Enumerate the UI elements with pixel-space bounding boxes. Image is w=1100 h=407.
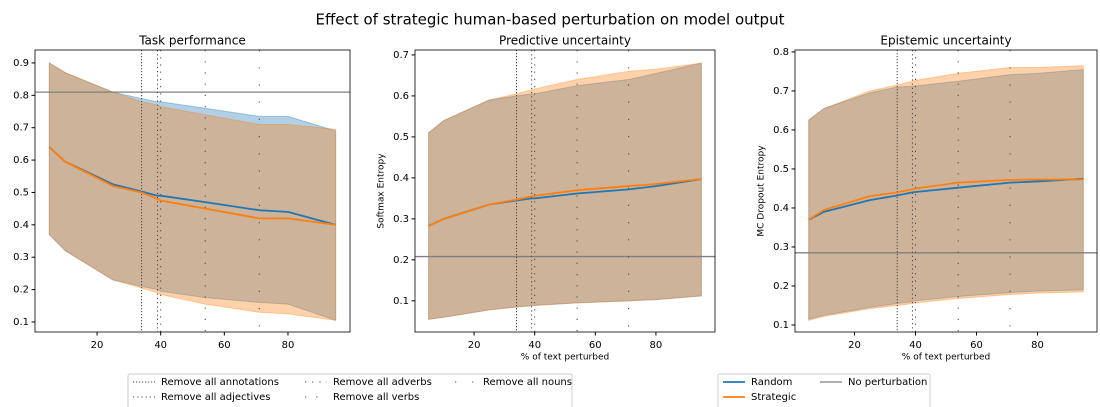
x-tick-label: 80 (650, 340, 663, 351)
y-axis-label: Softmax Entropy (377, 153, 387, 229)
legend-label: Remove all adjectives (161, 392, 271, 403)
legend-box (127, 373, 573, 407)
series-line (428, 178, 702, 227)
band (48, 62, 337, 322)
x-tick-label: 20 (848, 340, 861, 351)
x-tick-label: 80 (1031, 340, 1044, 351)
x-tick-label: 60 (589, 340, 602, 351)
plot-area (795, 50, 1097, 332)
legend-label: Strategic (751, 392, 796, 403)
y-tick-label: 0.2 (773, 281, 789, 292)
band (808, 65, 1084, 321)
y-tick-label: 0.9 (13, 58, 29, 69)
y-tick-label: 0.1 (13, 317, 29, 328)
y-tick-label: 0.6 (13, 155, 29, 166)
y-tick-label: 0.2 (393, 255, 409, 266)
axes-frame (34, 49, 351, 333)
y-tick-label: 0.3 (13, 252, 29, 263)
y-tick-label: 0.5 (13, 187, 29, 198)
axes-frame (794, 49, 1098, 333)
x-axis-label: % of text perturbed (902, 353, 990, 363)
y-tick-label: 0.7 (773, 86, 789, 97)
x-tick-label: 40 (154, 340, 167, 351)
axes-frame (414, 49, 716, 333)
legend-label: Remove all adverbs (333, 377, 432, 388)
panel-title: Predictive uncertainty (499, 34, 631, 48)
y-tick-label: 0.4 (393, 173, 409, 184)
x-tick-label: 20 (91, 340, 104, 351)
y-tick-label: 0.2 (13, 285, 29, 296)
y-tick-label: 0.1 (773, 320, 789, 331)
legend-label: Random (751, 377, 792, 388)
legend-label: Remove all verbs (333, 392, 419, 403)
band (48, 62, 337, 321)
y-tick-label: 0.4 (773, 203, 789, 214)
y-tick-label: 0.7 (393, 50, 409, 61)
legend-label: No perturbation (848, 377, 927, 388)
x-tick-label: 40 (528, 340, 541, 351)
y-tick-label: 0.8 (13, 90, 29, 101)
y-tick-label: 0.1 (393, 296, 409, 307)
band (808, 68, 1084, 320)
y-axis-label: MC Dropout Entropy (757, 145, 767, 237)
legend-label: Remove all nouns (483, 377, 572, 388)
x-tick-label: 60 (218, 340, 231, 351)
legend-label: Remove all annotations (161, 377, 279, 388)
x-axis-label: % of text perturbed (521, 353, 609, 363)
legend-box (717, 373, 931, 407)
plot-area (415, 50, 715, 332)
series-line (48, 146, 336, 226)
y-tick-label: 0.5 (393, 132, 409, 143)
x-tick-label: 20 (468, 340, 481, 351)
series-line (808, 178, 1084, 221)
panel-title: Epistemic uncertainty (880, 34, 1011, 48)
y-tick-label: 0.6 (773, 125, 789, 136)
y-tick-label: 0.5 (773, 164, 789, 175)
y-tick-label: 0.8 (773, 47, 789, 58)
x-tick-label: 60 (970, 340, 983, 351)
figure-title: Effect of strategic human-based perturba… (316, 11, 785, 29)
series-line (808, 177, 1084, 221)
y-tick-label: 0.7 (13, 123, 29, 134)
y-tick-label: 0.4 (13, 220, 29, 231)
y-tick-label: 0.6 (393, 91, 409, 102)
x-tick-label: 80 (282, 340, 295, 351)
panel-title: Task performance (138, 34, 246, 48)
y-tick-label: 0.3 (393, 214, 409, 225)
y-tick-label: 0.3 (773, 242, 789, 253)
plot-area (35, 50, 350, 332)
x-tick-label: 40 (909, 340, 922, 351)
